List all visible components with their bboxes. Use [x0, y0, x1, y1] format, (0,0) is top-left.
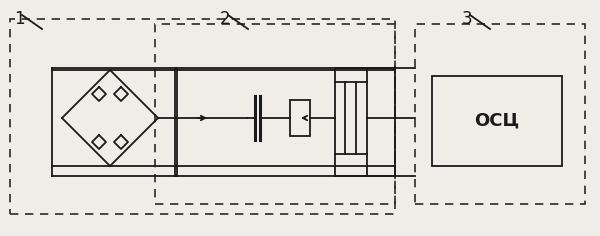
- Bar: [52, 70, 177, 166]
- Bar: [290, 100, 310, 136]
- Text: 1: 1: [14, 10, 25, 28]
- Text: 2: 2: [220, 10, 230, 28]
- Bar: [432, 76, 562, 166]
- Text: ОСЦ: ОСЦ: [475, 112, 520, 130]
- Bar: [175, 68, 395, 176]
- Bar: [10, 19, 395, 214]
- Text: 3: 3: [462, 10, 473, 28]
- Bar: [415, 24, 585, 204]
- Bar: [155, 24, 395, 204]
- Bar: [335, 82, 367, 154]
